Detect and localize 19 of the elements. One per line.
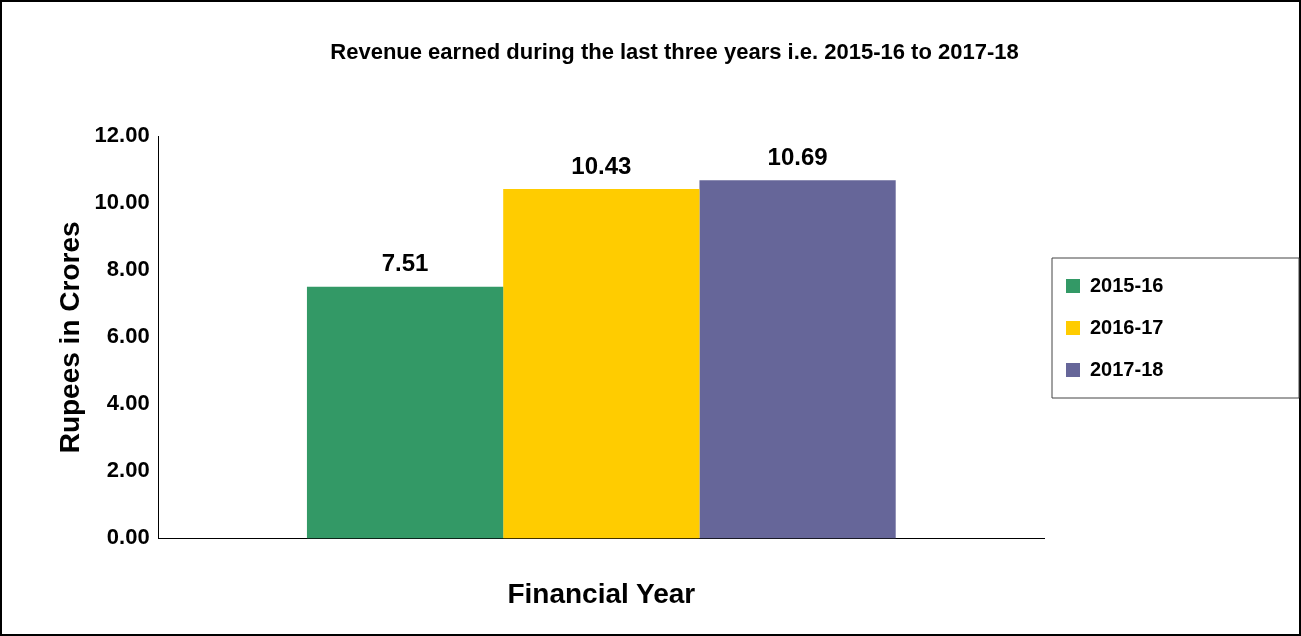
bar — [699, 180, 896, 539]
y-axis-title: Rupees in Crores — [53, 221, 85, 454]
data-label: 7.51 — [381, 249, 429, 277]
bar — [306, 286, 504, 539]
legend-label: 2017-18 — [1090, 357, 1164, 380]
y-tick-label: 2.00 — [106, 457, 150, 483]
y-tick-label: 6.00 — [106, 323, 150, 349]
y-tick-label: 0.00 — [106, 524, 150, 550]
data-label: 10.43 — [571, 151, 632, 179]
y-tick-label: 12.00 — [94, 122, 150, 148]
data-label: 10.69 — [767, 142, 828, 170]
legend-label: 2016-17 — [1090, 315, 1164, 338]
y-tick-label: 8.00 — [106, 256, 150, 282]
bar — [503, 189, 700, 539]
y-tick-label: 4.00 — [106, 390, 150, 416]
x-axis-title: Financial Year — [507, 577, 696, 609]
chart-title: Revenue earned during the last three years i.e. 2015-16 to 2017-18 — [330, 39, 1019, 65]
y-tick-label: 10.00 — [94, 189, 150, 215]
legend-label: 2015-16 — [1090, 273, 1164, 296]
